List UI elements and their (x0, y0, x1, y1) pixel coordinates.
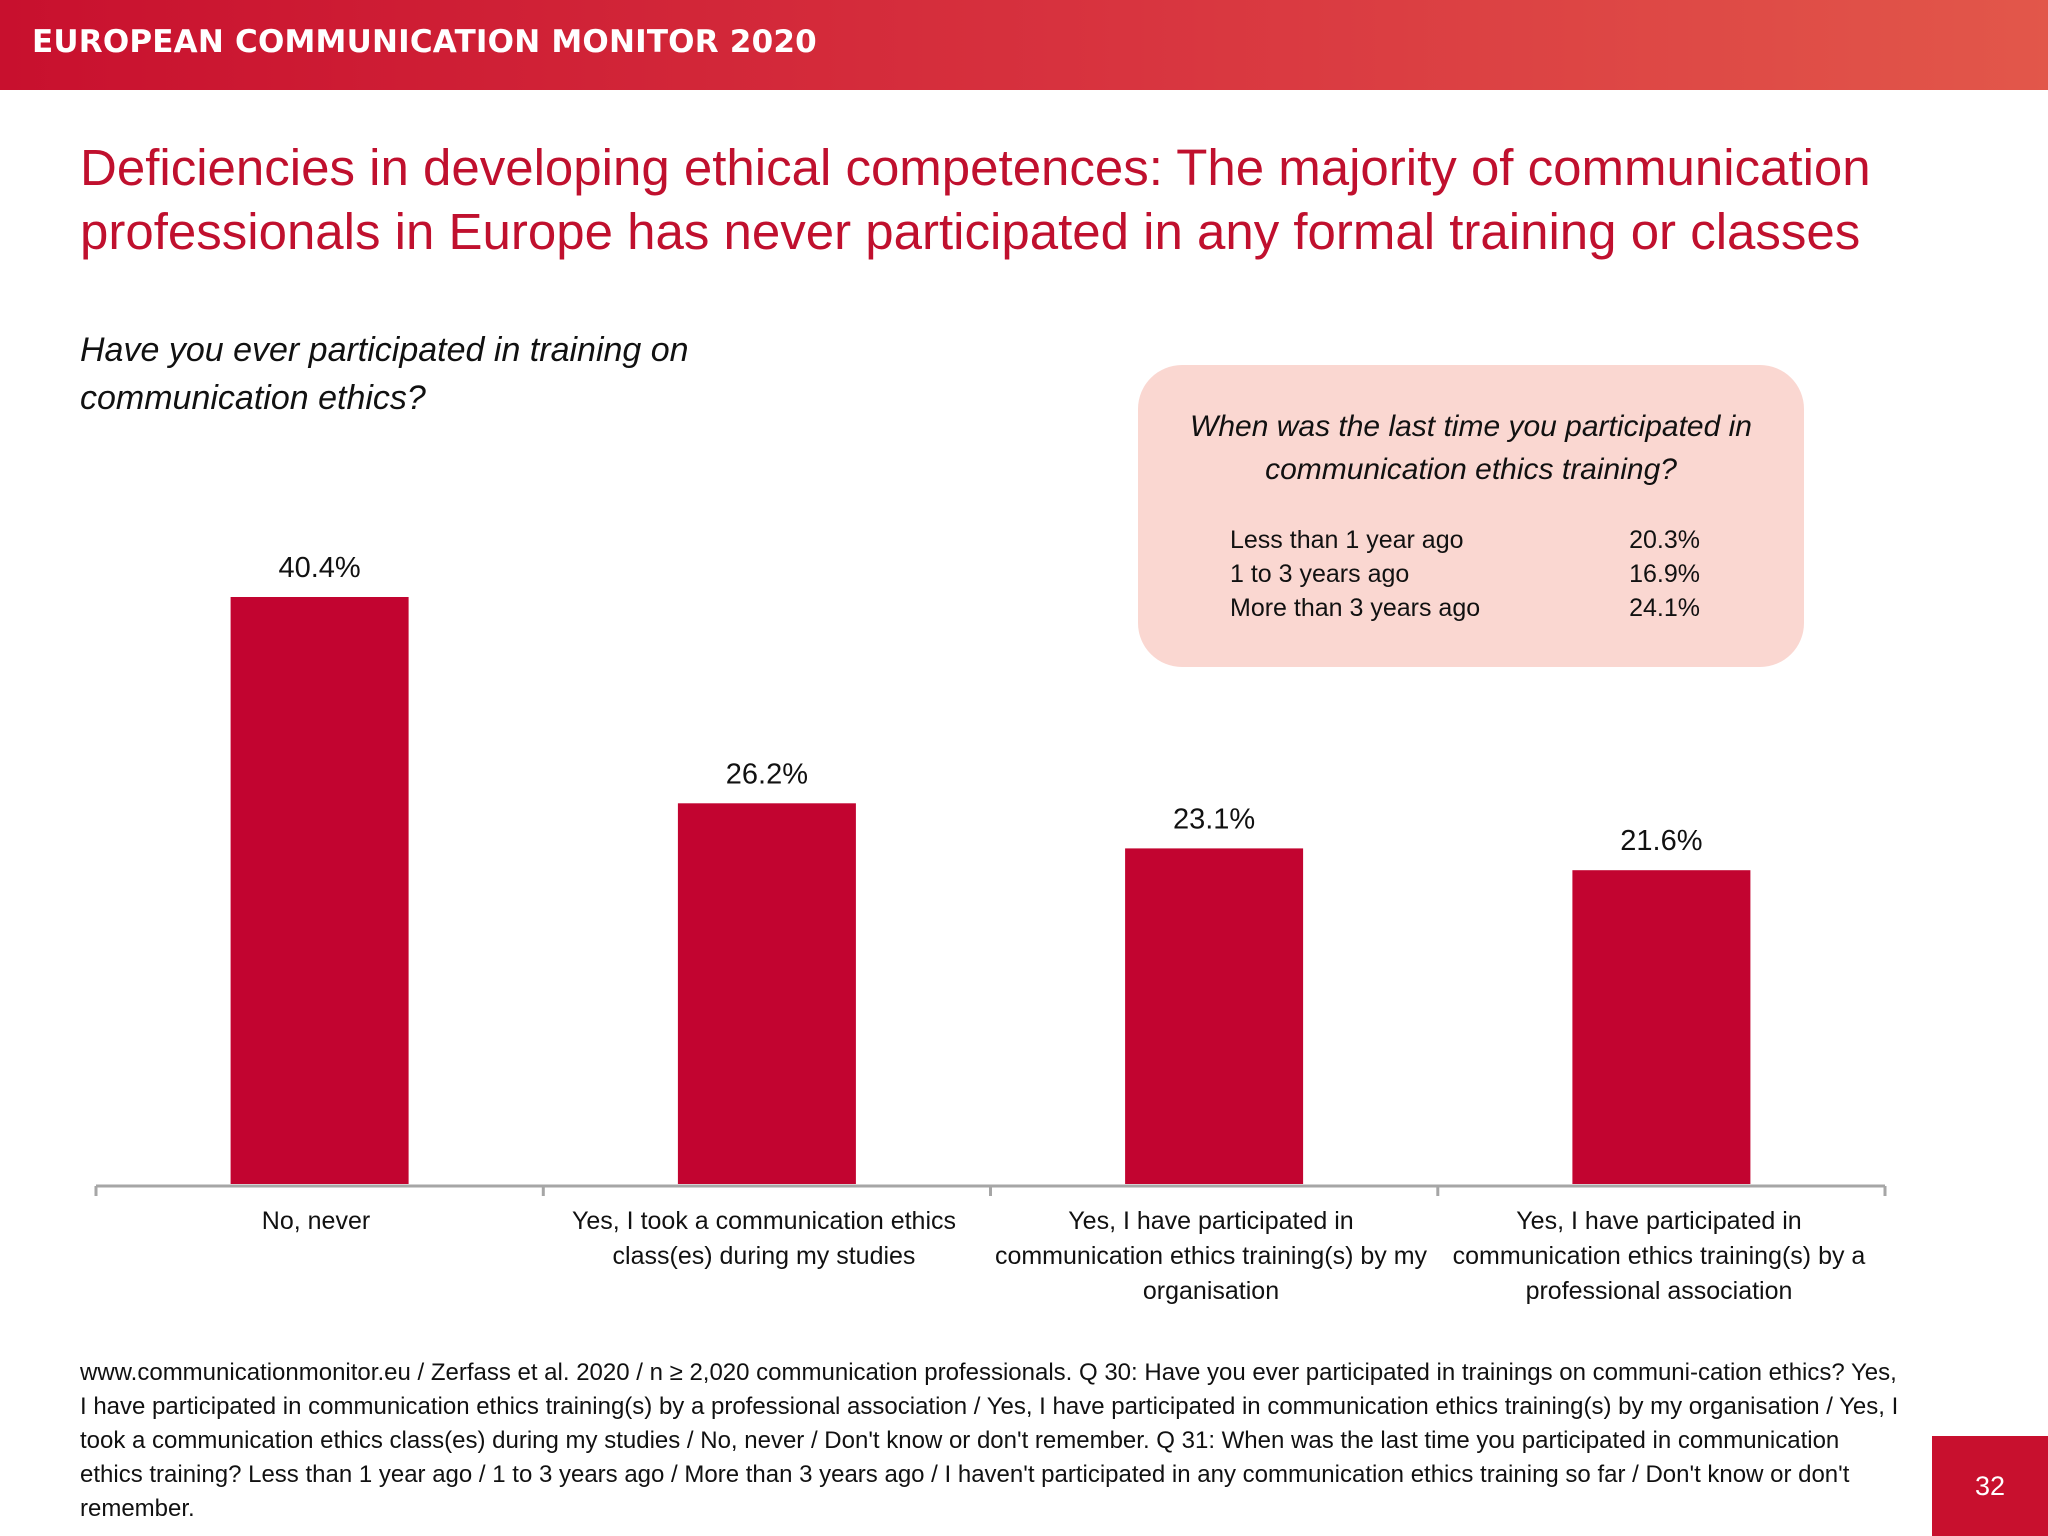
banner-title: EUROPEAN COMMUNICATION MONITOR 2020 (32, 24, 817, 60)
data-label: 40.4% (278, 552, 360, 584)
data-label: 21.6% (1620, 825, 1702, 857)
inset-table: Less than 1 year ago 20.3% 1 to 3 years … (1230, 523, 1700, 625)
data-label: 23.1% (1173, 803, 1255, 835)
chart-question: Have you ever participated in training o… (80, 331, 689, 417)
inset-row-label: Less than 1 year ago (1230, 526, 1464, 554)
inset-row-label: More than 3 years ago (1230, 594, 1481, 622)
inset-box: When was the last time you participated … (1138, 365, 1804, 667)
bar (1125, 848, 1304, 1184)
inset-row: Less than 1 year ago 20.3% (1230, 523, 1700, 557)
inset-row-value: 16.9% (1629, 560, 1700, 588)
inset-row-value: 24.1% (1629, 594, 1700, 622)
bar (677, 803, 856, 1184)
slide-title: Deficiencies in developing ethical compe… (80, 139, 1871, 260)
category-label-association: Yes, I have participated in communicatio… (1452, 1207, 1866, 1305)
inset-row-value: 20.3% (1629, 526, 1700, 554)
category-label-studies: Yes, I took a communication ethics class… (572, 1207, 956, 1270)
footnote: www.communicationmonitor.eu / Zerfass et… (80, 1359, 1899, 1522)
category-label-no-never: No, never (261, 1207, 371, 1235)
inset-row: 1 to 3 years ago 16.9% (1230, 557, 1700, 591)
page-number: 32 (1932, 1436, 2048, 1536)
inset-row: More than 3 years ago 24.1% (1230, 591, 1700, 625)
bar (1572, 870, 1751, 1184)
category-label-organisation: Yes, I have participated in communicatio… (994, 1207, 1428, 1305)
bar (230, 597, 409, 1184)
inset-row-label: 1 to 3 years ago (1230, 560, 1410, 588)
header-banner: EUROPEAN COMMUNICATION MONITOR 2020 (0, 0, 2048, 90)
inset-question: When was the last time you participated … (1190, 410, 1752, 486)
data-label: 26.2% (726, 758, 808, 790)
